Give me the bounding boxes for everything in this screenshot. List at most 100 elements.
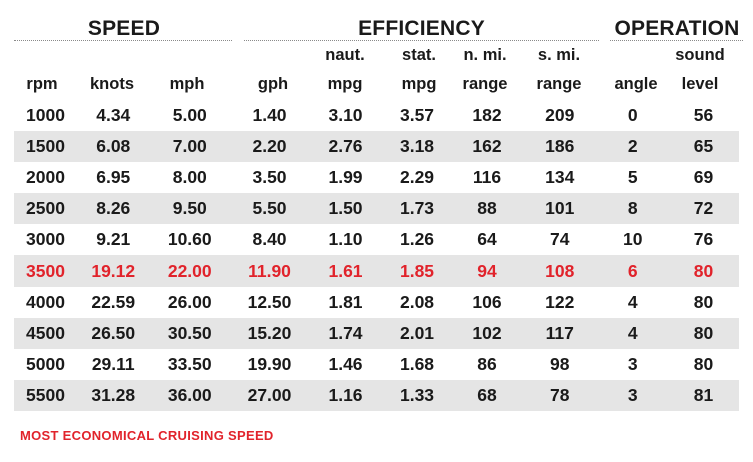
- column-header-nmi-range: range: [462, 75, 508, 93]
- cell-sound-level: 80: [668, 255, 739, 287]
- cell-mph: 5.00: [172, 105, 207, 126]
- cell-gph: 8.40: [252, 229, 287, 250]
- cell-rpm: 2500: [14, 193, 77, 225]
- column-header-mph: mph: [169, 75, 205, 93]
- cell-rpm: 5500: [14, 379, 77, 411]
- cell-nmi-range: 64: [477, 229, 497, 250]
- cell-knots: 6.08: [77, 131, 150, 163]
- cell-smi-range: 122: [545, 291, 575, 312]
- cell-knots: 26.50: [77, 317, 150, 349]
- cell-sound-level: 80: [693, 353, 714, 374]
- cell-smi-range: 108: [522, 255, 598, 287]
- cell-angle: 0: [627, 105, 638, 126]
- cell-stat-mpg: 1.68: [399, 353, 435, 374]
- performance-table-body: 1000 4.34 5.00 1.40 3.10 3.57 182 209 0 56 1500 6.0…: [14, 100, 739, 411]
- column-header-smi-range-top: s. mi.: [537, 46, 581, 64]
- cell-smi-range: 78: [522, 379, 598, 411]
- cell-rpm: 3500: [14, 255, 77, 287]
- table-row: 5500 31.28 36.00 27.00 1.16 1.33 68 78 3 81: [14, 379, 739, 411]
- cell-mph: 30.50: [149, 317, 230, 349]
- column-header-rpm: rpm: [26, 75, 58, 93]
- cell-smi-range: 101: [522, 193, 598, 225]
- speed-group-header: SPEED: [87, 17, 161, 40]
- cell-angle: 8: [597, 193, 668, 225]
- efficiency-group-header: EFFICIENCY: [358, 17, 485, 40]
- cell-gph: 19.90: [247, 353, 292, 374]
- column-header-angle: angle: [614, 75, 658, 93]
- efficiency-group-rule: [244, 40, 599, 41]
- cell-mph: 10.60: [167, 229, 212, 250]
- cell-stat-mpg: 1.73: [382, 193, 452, 225]
- cell-naut-mpg: 1.50: [309, 193, 382, 225]
- cell-gph: 27.00: [230, 379, 309, 411]
- cell-knots: 9.21: [96, 229, 131, 250]
- cell-sound-level: 80: [693, 291, 714, 312]
- cell-rpm: 3000: [26, 229, 65, 250]
- cell-gph: 2.20: [230, 131, 309, 163]
- cell-gph: 11.90: [230, 255, 309, 287]
- cell-naut-mpg: 1.10: [328, 229, 363, 250]
- cell-mph: 7.00: [149, 131, 230, 163]
- cell-sound-level: 56: [693, 105, 714, 126]
- cell-gph: 3.50: [252, 167, 287, 188]
- cell-mph: 36.00: [149, 379, 230, 411]
- cell-knots: 22.59: [91, 291, 136, 312]
- column-header-naut-mpg: mpg: [327, 75, 363, 93]
- cell-knots: 31.28: [77, 379, 150, 411]
- cell-mph: 22.00: [149, 255, 230, 287]
- table-row: 5000 29.11 33.50 19.90 1.46 1.68 86 98 3 80: [14, 349, 739, 380]
- column-header-nmi-range-top: n. mi.: [463, 46, 507, 64]
- cell-angle: 3: [627, 353, 638, 374]
- cell-mph: 8.00: [172, 167, 207, 188]
- cell-stat-mpg: 3.57: [399, 105, 435, 126]
- cell-naut-mpg: 3.10: [328, 105, 363, 126]
- cell-angle: 4: [627, 291, 638, 312]
- cell-smi-range: 117: [522, 317, 598, 349]
- cell-stat-mpg: 2.29: [399, 167, 435, 188]
- table-row: 1000 4.34 5.00 1.40 3.10 3.57 182 209 0 56: [14, 100, 739, 131]
- cell-naut-mpg: 1.74: [309, 317, 382, 349]
- cell-naut-mpg: 1.61: [309, 255, 382, 287]
- column-header-sound-level-top: sound: [675, 46, 725, 64]
- cell-sound-level: 80: [668, 317, 739, 349]
- cell-smi-range: 186: [522, 131, 598, 163]
- column-header-smi-range: range: [536, 75, 582, 93]
- cell-naut-mpg: 1.81: [328, 291, 363, 312]
- performance-table: 1000 4.34 5.00 1.40 3.10 3.57 182 209 0 56 1500 6.0…: [14, 100, 739, 411]
- cell-nmi-range: 86: [477, 353, 497, 374]
- cell-naut-mpg: 1.16: [309, 379, 382, 411]
- cell-naut-mpg: 1.46: [328, 353, 363, 374]
- cell-angle: 5: [627, 167, 638, 188]
- cell-nmi-range: 116: [472, 167, 502, 188]
- column-header-naut-mpg-top: naut.: [325, 46, 365, 64]
- cell-rpm: 5000: [26, 353, 65, 374]
- cell-sound-level: 76: [693, 229, 714, 250]
- cell-stat-mpg: 3.18: [382, 131, 452, 163]
- cell-angle: 10: [623, 229, 643, 250]
- cell-gph: 15.20: [230, 317, 309, 349]
- cell-smi-range: 74: [550, 229, 570, 250]
- cell-nmi-range: 102: [452, 317, 522, 349]
- cell-nmi-range: 162: [452, 131, 522, 163]
- cell-sound-level: 65: [668, 131, 739, 163]
- cell-angle: 2: [597, 131, 668, 163]
- table-row: 3000 9.21 10.60 8.40 1.10 1.26 64 74 10 76: [14, 224, 739, 255]
- cell-gph: 1.40: [252, 105, 287, 126]
- cell-angle: 3: [597, 379, 668, 411]
- column-header-stat-mpg-top: stat.: [402, 46, 436, 64]
- cell-knots: 19.12: [77, 255, 150, 287]
- cell-naut-mpg: 2.76: [309, 131, 382, 163]
- cell-nmi-range: 94: [452, 255, 522, 287]
- operation-group-rule: [610, 40, 743, 41]
- cell-knots: 29.11: [91, 353, 135, 374]
- table-row: 4000 22.59 26.00 12.50 1.81 2.08 106 122 4 80: [14, 287, 739, 318]
- cell-sound-level: 69: [693, 167, 714, 188]
- column-header-knots: knots: [89, 75, 134, 93]
- cell-mph: 9.50: [149, 193, 230, 225]
- table-row: 2500 8.26 9.50 5.50 1.50 1.73 88 101 8 72: [14, 193, 739, 225]
- speed-group-rule: [14, 40, 232, 41]
- cell-naut-mpg: 1.99: [328, 167, 363, 188]
- table-row: 4500 26.50 30.50 15.20 1.74 2.01 102 117 4 80: [14, 317, 739, 349]
- cell-rpm: 4000: [26, 291, 65, 312]
- column-header-stat-mpg: mpg: [401, 75, 437, 93]
